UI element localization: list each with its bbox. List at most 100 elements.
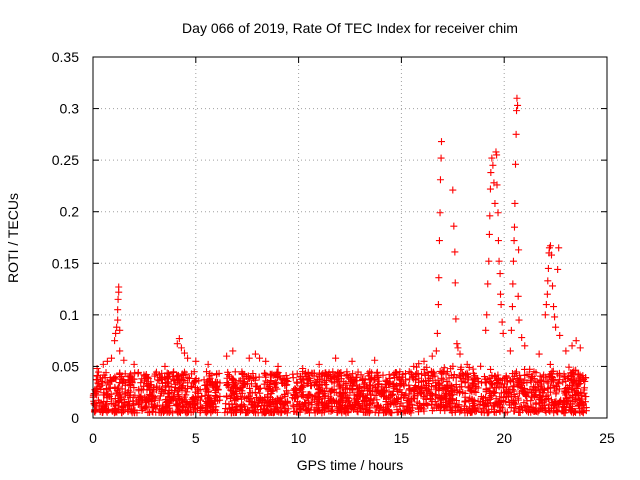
band-point (490, 389, 498, 397)
data-point (568, 342, 576, 350)
band-point (170, 395, 178, 403)
marker-cross (280, 400, 288, 408)
marker-cross (362, 394, 370, 402)
band-point (373, 372, 381, 380)
marker-cross (111, 337, 119, 345)
band-point (582, 374, 590, 382)
data-points (89, 94, 590, 417)
marker-cross (113, 386, 121, 394)
marker-cross (440, 364, 448, 372)
data-point (432, 347, 440, 355)
marker-cross (206, 401, 214, 409)
marker-cross (530, 383, 538, 391)
marker-cross (545, 400, 553, 408)
marker-cross (299, 392, 307, 400)
band-point (565, 363, 573, 371)
marker-cross (224, 368, 232, 376)
marker-cross (111, 395, 119, 403)
marker-cross (520, 387, 528, 395)
band-point (283, 387, 291, 395)
band-point (271, 378, 279, 386)
marker-cross (528, 393, 536, 401)
marker-cross (440, 393, 448, 401)
marker-cross (176, 407, 184, 415)
marker-cross (572, 366, 580, 374)
marker-cross (507, 326, 515, 334)
marker-cross (251, 402, 259, 410)
marker-cross (350, 406, 358, 414)
marker-cross (206, 378, 214, 386)
band-point (244, 408, 252, 416)
band-point (510, 407, 518, 415)
band-point (397, 380, 405, 388)
marker-cross (443, 381, 451, 389)
band-point (272, 379, 280, 387)
marker-cross (345, 394, 353, 402)
marker-cross (511, 393, 519, 401)
marker-cross (538, 399, 546, 407)
marker-cross (323, 371, 331, 379)
marker-cross (349, 379, 357, 387)
band-point (516, 389, 524, 397)
marker-cross (175, 335, 183, 343)
band-point (566, 403, 574, 411)
band-point (430, 368, 438, 376)
band-point (112, 402, 120, 410)
band-point (568, 397, 576, 405)
marker-cross (304, 394, 312, 402)
band-point (293, 403, 301, 411)
band-point (256, 384, 264, 392)
marker-cross (151, 372, 159, 380)
band-point (364, 408, 372, 416)
marker-cross (466, 403, 474, 411)
band-point (365, 381, 373, 389)
band-point (353, 392, 361, 400)
band-point (99, 374, 107, 382)
marker-cross (492, 148, 500, 156)
band-point (204, 391, 212, 399)
marker-cross (126, 382, 134, 390)
marker-cross (452, 315, 460, 323)
marker-cross (404, 399, 412, 407)
marker-cross (229, 375, 237, 383)
marker-cross (477, 362, 485, 370)
marker-cross (245, 354, 253, 362)
band-point (440, 386, 448, 394)
band-point (318, 409, 326, 417)
data-point (103, 357, 111, 365)
band-point (546, 371, 554, 379)
band-point (289, 401, 297, 409)
marker-cross (271, 406, 279, 414)
marker-cross (239, 382, 247, 390)
marker-cross (201, 381, 209, 389)
marker-cross (246, 384, 254, 392)
band-point (299, 392, 307, 400)
band-point (390, 399, 398, 407)
marker-cross (233, 402, 241, 410)
data-point (493, 181, 501, 189)
marker-cross (483, 409, 491, 417)
marker-cross (161, 362, 169, 370)
band-point (174, 373, 182, 381)
band-point (498, 404, 506, 412)
marker-cross (353, 392, 361, 400)
band-point (321, 404, 329, 412)
band-point (337, 382, 345, 390)
marker-cross (216, 379, 224, 387)
data-point (511, 199, 519, 207)
marker-cross (169, 409, 177, 417)
data-point (544, 264, 552, 272)
marker-cross (469, 365, 477, 373)
marker-cross (428, 392, 436, 400)
band-point (575, 391, 583, 399)
marker-cross (490, 389, 498, 397)
marker-cross (428, 369, 436, 377)
band-point (485, 387, 493, 395)
band-point (398, 391, 406, 399)
marker-cross (276, 398, 284, 406)
marker-cross (99, 406, 107, 414)
marker-cross (340, 378, 348, 386)
band-point (503, 392, 511, 400)
band-point (428, 396, 436, 404)
band-point (224, 368, 232, 376)
